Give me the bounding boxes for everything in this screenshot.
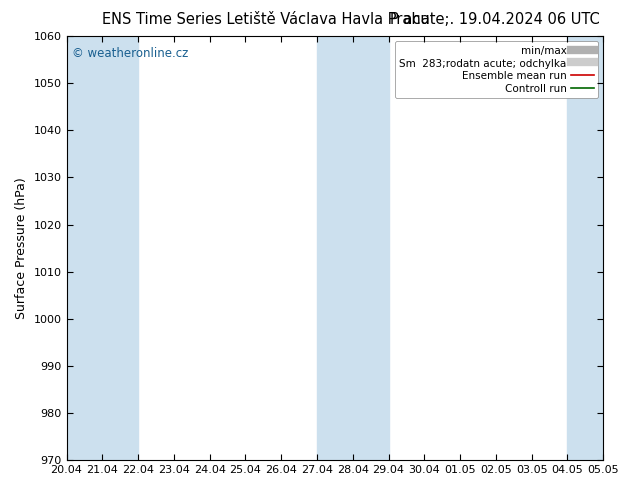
Text: © weatheronline.cz: © weatheronline.cz bbox=[72, 47, 188, 60]
Bar bbox=[67, 36, 138, 460]
Y-axis label: Surface Pressure (hPa): Surface Pressure (hPa) bbox=[15, 177, 28, 319]
Text: ENS Time Series Letiště Václava Havla Praha: ENS Time Series Letiště Václava Havla Pr… bbox=[103, 12, 430, 27]
Text: P acute;. 19.04.2024 06 UTC: P acute;. 19.04.2024 06 UTC bbox=[390, 12, 599, 27]
Bar bbox=[567, 36, 603, 460]
Bar bbox=[317, 36, 389, 460]
Legend: min/max, Sm  283;rodatn acute; odchylka, Ensemble mean run, Controll run: min/max, Sm 283;rodatn acute; odchylka, … bbox=[396, 41, 598, 98]
